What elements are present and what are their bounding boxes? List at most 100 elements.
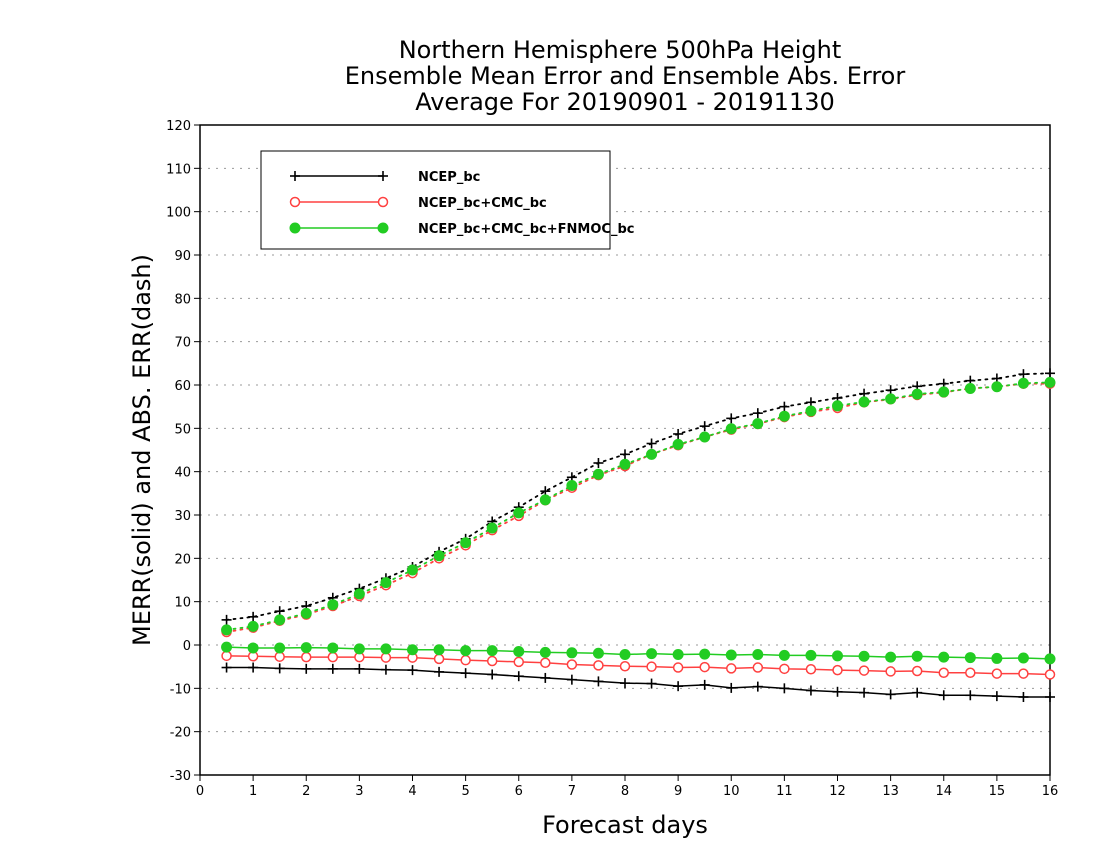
y-tick-label: 80 [174, 292, 191, 307]
abs-err-point [221, 614, 232, 625]
merr-point [433, 653, 445, 665]
abs-err-point [858, 396, 870, 408]
abs-err-point [1044, 376, 1056, 388]
abs-err-point [699, 431, 711, 443]
x-tick-label: 1 [249, 784, 257, 799]
merr-point [646, 678, 657, 689]
chart-title: Northern Hemisphere 500hPa Height Ensemb… [345, 36, 906, 116]
merr-point [911, 665, 923, 677]
series-ncep-bc-cmc-bc [221, 378, 1056, 680]
y-axis-label: MERR(solid) and ABS. ERR(dash) [128, 254, 156, 646]
abs-err-point [805, 405, 817, 417]
merr-point [805, 649, 817, 661]
merr-line-ncep-bc-cmc-bc [226, 655, 1051, 676]
abs-err-point [699, 421, 710, 432]
merr-point [858, 665, 870, 676]
abs-err-line-ncep-bc-cmc-bc [225, 382, 1051, 633]
legend-label: NCEP_bc+CMC_bc [418, 196, 547, 211]
x-tick-label: 13 [882, 784, 899, 799]
merr-point [327, 651, 339, 663]
title-line-1: Northern Hemisphere 500hPa Height [399, 36, 842, 64]
abs-err-point [619, 458, 631, 470]
abs-err-point [274, 614, 286, 626]
merr-point [301, 651, 312, 663]
merr-point [221, 650, 232, 662]
merr-point [752, 649, 764, 661]
merr-point [407, 644, 418, 656]
series-ncep-bc-cmc-bc-fnmoc-bc [221, 376, 1056, 665]
merr-point [274, 663, 285, 674]
abs-err-point [593, 458, 604, 468]
abs-err-point [592, 468, 604, 480]
y-tick-label: 120 [166, 119, 191, 134]
merr-point [619, 649, 631, 661]
merr-point [274, 651, 285, 662]
abs-err-point [433, 550, 445, 562]
merr-point [699, 648, 711, 660]
merr-point [460, 668, 471, 679]
abs-err-point [221, 624, 233, 636]
abs-err-point [725, 423, 737, 435]
y-tick-label: 0 [183, 639, 191, 654]
merr-point [752, 681, 763, 692]
x-tick-label: 12 [829, 784, 846, 799]
x-tick-label: 15 [989, 784, 1006, 799]
merr-point [672, 649, 684, 661]
merr-point [486, 645, 498, 657]
abs-err-point [566, 480, 578, 492]
abs-err-point [353, 588, 365, 600]
abs-err-point [539, 494, 551, 506]
merr-point [620, 678, 630, 689]
legend-marker [289, 196, 301, 208]
merr-point [301, 663, 312, 674]
merr-point [566, 674, 577, 685]
x-tick-label: 9 [674, 784, 682, 799]
merr-point [726, 682, 737, 693]
x-axis-label: Forecast days [542, 811, 708, 839]
merr-point [911, 650, 923, 662]
x-tick-label: 2 [302, 784, 310, 799]
legend-marker [377, 196, 389, 208]
merr-point [1017, 652, 1029, 664]
merr-point [832, 650, 843, 662]
merr-point [699, 661, 710, 673]
legend-item: NCEP_bc+CMC_bc [289, 196, 547, 211]
y-tick-label: 70 [174, 336, 191, 351]
merr-point [221, 662, 232, 673]
merr-point [726, 663, 737, 674]
merr-point [646, 648, 658, 660]
x-tick-label: 11 [776, 784, 793, 799]
merr-point [991, 652, 1003, 664]
x-tick-label: 8 [621, 784, 629, 799]
merr-point [779, 683, 790, 694]
x-tick-label: 5 [461, 784, 469, 799]
y-tick-label: 60 [174, 379, 191, 394]
abs-err-point [672, 438, 684, 450]
merr-point [592, 647, 604, 659]
merr-point [487, 669, 498, 680]
title-line-2: Ensemble Mean Error and Ensemble Abs. Er… [345, 62, 906, 90]
x-tick-label: 10 [723, 784, 740, 799]
y-tick-label: 20 [174, 552, 191, 567]
x-tick-label: 14 [935, 784, 952, 799]
y-tick-label: -10 [170, 682, 191, 697]
merr-point [353, 643, 365, 655]
abs-err-point [673, 428, 684, 439]
abs-err-point [646, 438, 657, 449]
merr-point [832, 686, 843, 697]
title-line-3: Average For 20190901 - 20191130 [415, 88, 835, 116]
x-tick-label: 6 [515, 784, 523, 799]
y-tick-label: 30 [174, 509, 191, 524]
merr-point [513, 671, 524, 682]
merr-point [885, 651, 897, 663]
merr-point [858, 650, 870, 662]
merr-point [859, 687, 870, 698]
merr-point [938, 667, 949, 678]
y-tick-label: -30 [170, 769, 191, 784]
merr-point [274, 642, 286, 654]
abs-err-point [752, 408, 763, 419]
merr-point [540, 672, 551, 683]
abs-err-point [513, 507, 525, 519]
merr-point [1044, 653, 1056, 665]
legend-label: NCEP_bc [418, 170, 480, 185]
